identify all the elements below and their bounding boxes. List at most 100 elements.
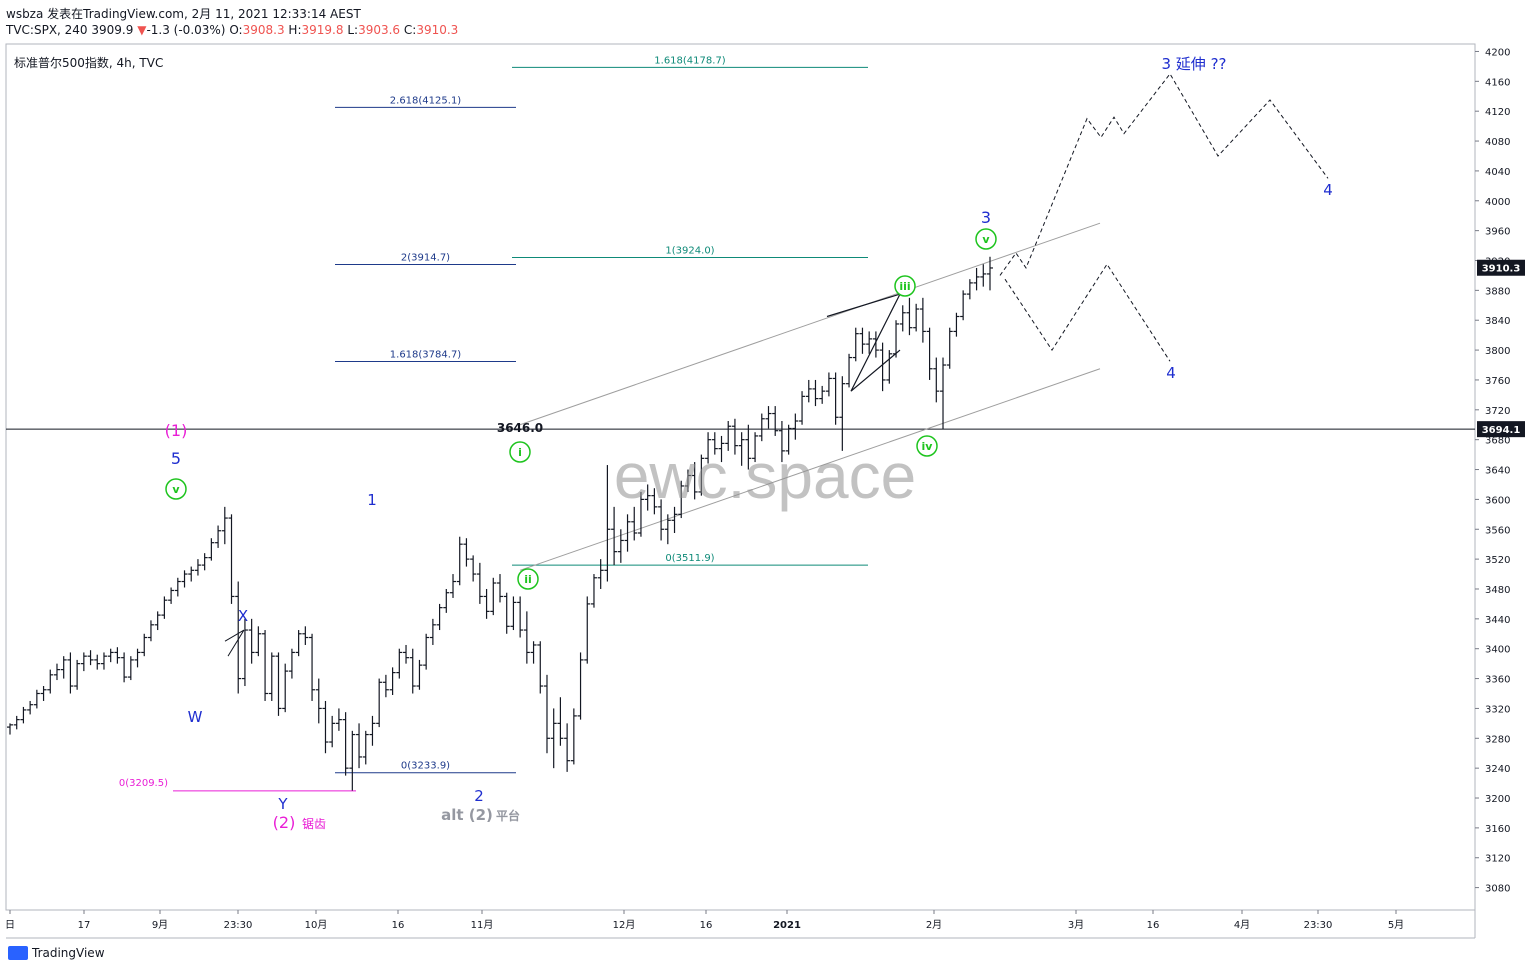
ohlc-bar bbox=[161, 596, 168, 619]
wave-label: 4 bbox=[1323, 181, 1333, 199]
ohlc-bar bbox=[67, 652, 74, 694]
ohlc-bar bbox=[349, 730, 356, 791]
ohlc-bar bbox=[846, 353, 853, 388]
ohlc-bar bbox=[805, 379, 812, 403]
ohlc-bar bbox=[617, 529, 624, 563]
ohlc-bar bbox=[691, 462, 698, 500]
ohlc-bar bbox=[785, 424, 792, 455]
ohlc-bar bbox=[678, 480, 685, 519]
ohlc-bar bbox=[302, 626, 309, 645]
ohlc-bar bbox=[215, 525, 222, 548]
ohlc-bar bbox=[597, 559, 604, 589]
ohlc-bar bbox=[107, 648, 114, 663]
ohlc-bar bbox=[510, 596, 517, 631]
ohlc-bar bbox=[396, 648, 403, 679]
ohlc-bar bbox=[879, 342, 886, 392]
ohlc-line: TVC:SPX, 240 3909.9 ▼-1.3 (-0.03%) O:390… bbox=[6, 22, 458, 38]
ohlc-bar bbox=[87, 650, 94, 666]
wave-circle-marker bbox=[975, 228, 997, 250]
y-tick-label: 3680 bbox=[1485, 436, 1510, 447]
symbol-label: TVC:SPX, 240 3909.9 bbox=[6, 23, 134, 37]
wave-label: X bbox=[238, 607, 248, 625]
ohlc-bar bbox=[758, 413, 765, 442]
ohlc-bar bbox=[584, 596, 591, 664]
brand-label: TradingView bbox=[32, 946, 105, 960]
ohlc-bar bbox=[872, 331, 879, 358]
ohlc-bar bbox=[946, 327, 953, 369]
ohlc-bar bbox=[134, 648, 141, 668]
ohlc-bar bbox=[470, 555, 477, 582]
y-tick-label: 3840 bbox=[1485, 316, 1510, 327]
ohlc-bar bbox=[295, 630, 302, 657]
ohlc-bar bbox=[711, 432, 718, 455]
ohlc-bar bbox=[517, 596, 524, 638]
ohlc-bar bbox=[463, 538, 470, 567]
chart-frame bbox=[5, 43, 1476, 939]
y-tick-label: 3480 bbox=[1485, 585, 1510, 596]
ohlc-bar bbox=[100, 652, 107, 670]
wave-label: (2) bbox=[273, 813, 296, 832]
ohlc-bar bbox=[919, 297, 926, 343]
ohlc-bar bbox=[181, 570, 188, 588]
ohlc-bar bbox=[80, 652, 87, 672]
fib-level-label: 2.618(4125.1) bbox=[390, 95, 462, 106]
ohlc-bar bbox=[94, 654, 101, 670]
x-tick-label: 17 bbox=[78, 920, 91, 931]
ohlc-bar bbox=[7, 723, 13, 735]
y-tick-label: 3880 bbox=[1485, 286, 1510, 297]
price-label-badge bbox=[1477, 259, 1525, 276]
price-axis[interactable]: 3080 3120 3160 3200 3240 3280 3320 3360 3400 3440… bbox=[1475, 47, 1525, 895]
wave-circle-marker bbox=[916, 435, 938, 457]
ohlc-bar bbox=[684, 469, 691, 492]
y-tick-label: 4040 bbox=[1485, 167, 1510, 178]
ohlc-bar bbox=[369, 715, 376, 746]
ohlc-bar bbox=[309, 633, 316, 701]
ohlc-bar bbox=[973, 267, 980, 291]
ohlc-bar bbox=[651, 488, 658, 515]
price-label-badge bbox=[1477, 421, 1525, 438]
y-tick-label: 3760 bbox=[1485, 376, 1510, 387]
ohlc-bar bbox=[906, 297, 913, 336]
footer[interactable]: TradingView bbox=[8, 946, 105, 960]
y-tick-label: 4200 bbox=[1485, 47, 1510, 58]
wave-label: 2 bbox=[474, 787, 484, 805]
ohlc-bar bbox=[141, 633, 148, 657]
chart-header: wsbza 发表在TradingView.com, 2月 11, 2021 12… bbox=[6, 6, 458, 38]
x-tick-label: 10月 bbox=[305, 919, 328, 931]
ohlc-bar bbox=[315, 678, 322, 724]
ohlc-bar bbox=[168, 587, 175, 604]
ohlc-bar bbox=[329, 715, 336, 748]
ohlc-bar bbox=[765, 406, 772, 429]
low-value: 3903.6 bbox=[358, 23, 401, 37]
ohlc-bar bbox=[13, 715, 20, 730]
watermark-text: ewc.space bbox=[614, 440, 916, 512]
ohlc-bar bbox=[637, 491, 644, 537]
ohlc-bar bbox=[577, 652, 584, 720]
ohlc-bar bbox=[725, 421, 732, 451]
time-axis[interactable]: 日 17 9月 23:30 10月 16 11月 12月 16 2021 2月 3月 16 4月 23:30… bbox=[5, 910, 1404, 931]
channel-upper-line bbox=[519, 222, 1101, 426]
y-tick-label: 4160 bbox=[1485, 77, 1510, 88]
ohlc-bar bbox=[114, 647, 121, 664]
ohlc-bar bbox=[382, 674, 389, 698]
ohlc-bar bbox=[792, 413, 799, 440]
ohlc-bar bbox=[590, 574, 597, 608]
ohlc-bar bbox=[886, 350, 893, 384]
ohlc-bar bbox=[403, 644, 410, 664]
fib-level-label: 1.618(4178.7) bbox=[654, 55, 726, 66]
wave-circle-label: i bbox=[518, 446, 522, 459]
ohlc-bar bbox=[738, 432, 745, 466]
wave-circle-label: v bbox=[172, 483, 180, 496]
ohlc-bar bbox=[550, 708, 557, 769]
ohlc-bar bbox=[705, 432, 712, 464]
x-tick-label: 23:30 bbox=[224, 920, 253, 931]
ohlc-bar bbox=[241, 618, 248, 687]
ohlc-bar bbox=[443, 588, 450, 613]
y-tick-label: 3240 bbox=[1485, 764, 1510, 775]
wave-circle-marker bbox=[517, 568, 539, 590]
ohlc-bar bbox=[255, 626, 262, 657]
fib-level-label: 1.618(3784.7) bbox=[390, 350, 462, 361]
ohlc-bar bbox=[322, 700, 329, 754]
